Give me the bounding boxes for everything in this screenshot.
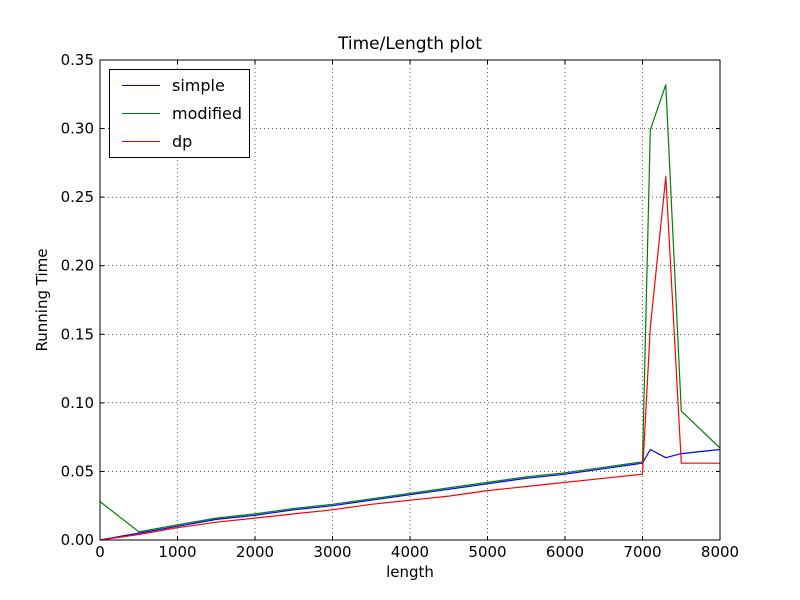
y-tick-label: 0.35 [61, 51, 94, 69]
chart-title: Time/Length plot [338, 34, 482, 54]
y-tick-label: 0.00 [61, 531, 94, 549]
x-tick-label: 8000 [701, 543, 739, 561]
legend: simple modified dp [109, 69, 250, 158]
y-axis-label: Running Time [33, 248, 51, 352]
x-tick-label: 2000 [236, 543, 274, 561]
x-tick-label: 6000 [546, 543, 584, 561]
x-tick-label: 1000 [158, 543, 196, 561]
legend-item-dp: dp [110, 132, 251, 152]
legend-label-simple: simple [172, 76, 225, 95]
legend-item-modified: modified [110, 104, 251, 124]
legend-swatch-modified [122, 113, 160, 114]
y-tick-label: 0.10 [61, 394, 94, 412]
x-axis-label: length [386, 563, 434, 581]
y-tick-label: 0.05 [61, 462, 94, 480]
legend-label-modified: modified [172, 104, 243, 123]
x-tick-label: 0 [95, 543, 105, 561]
series-line-dp [99, 176, 720, 541]
y-tick-label: 0.30 [61, 120, 94, 138]
x-tick-label: 4000 [391, 543, 429, 561]
legend-swatch-simple [122, 85, 160, 86]
x-tick-label: 7000 [623, 543, 661, 561]
y-tick-label: 0.20 [61, 257, 94, 275]
series-line-simple [99, 448, 721, 541]
legend-label-dp: dp [172, 132, 193, 151]
y-tick-label: 0.25 [61, 188, 94, 206]
y-tick-label: 0.15 [61, 325, 94, 343]
x-tick-label: 3000 [313, 543, 351, 561]
x-tick-label: 5000 [468, 543, 506, 561]
series-line-modified [99, 84, 721, 533]
legend-item-simple: simple [110, 76, 251, 96]
legend-swatch-dp [122, 141, 160, 142]
